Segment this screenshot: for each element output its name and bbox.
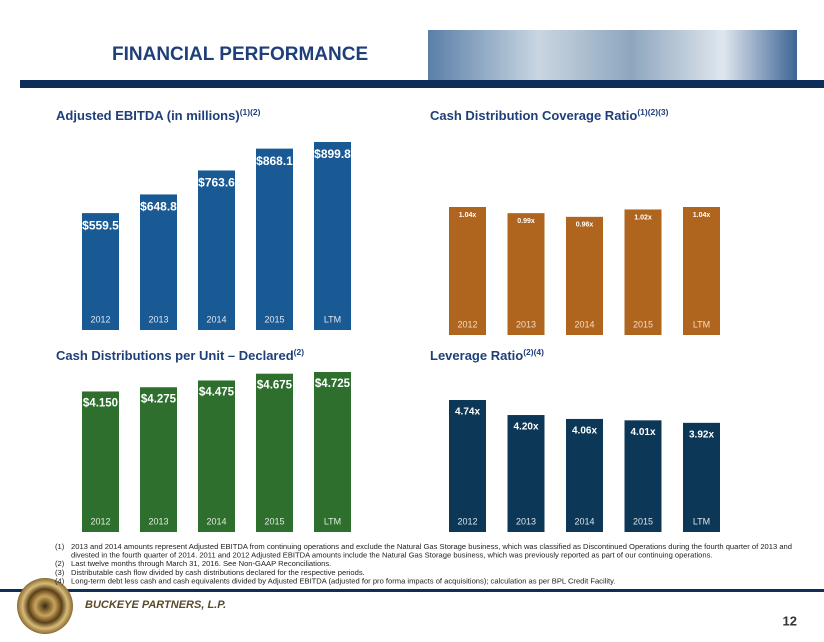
value-label: 4.74x [455,407,480,418]
bar [82,213,119,330]
category-label: 2013 [148,314,168,324]
bar [683,422,720,532]
bar [566,216,603,335]
category-label: 2015 [264,314,284,324]
chart-title: Cash Distribution Coverage Ratio(1)(2)(3… [430,107,669,123]
value-label: 4.06x [572,426,597,437]
value-label: $648.8 [140,200,177,214]
bar [449,207,486,335]
bar [624,209,662,335]
chart-title: Adjusted EBITDA (in millions)(1)(2) [56,107,261,123]
bar [624,420,662,532]
chart-title-superscript: (2)(4) [523,347,544,357]
category-label: 2012 [457,319,477,329]
value-label: 4.20x [513,422,538,433]
bar [314,142,351,330]
footnote-text: divested in the fourth quarter of 2014. … [71,551,713,560]
page-number: 12 [783,613,797,628]
footnote-marker: (3) [55,568,65,577]
value-label: $4.150 [83,398,118,410]
value-label: 0.99x [517,218,535,225]
value-label: $4.475 [199,386,235,398]
category-label: LTM [693,516,710,526]
bar [140,387,177,532]
category-label: LTM [324,516,341,526]
bar [198,170,235,330]
bar [82,391,119,532]
category-label: 2014 [206,516,226,526]
category-label: 2015 [633,319,653,329]
category-label: 2014 [206,314,226,324]
footnote-text: Long-term debt less cash and cash equiva… [71,576,616,585]
category-label: 2012 [457,516,477,526]
value-label: 3.92x [689,429,714,440]
bar [566,418,603,532]
page-title: FINANCIAL PERFORMANCE [112,44,368,65]
header-band [20,80,824,88]
value-label: 1.04x [693,212,711,219]
bar [507,415,545,532]
value-label: $4.675 [257,380,293,392]
category-label: 2013 [516,319,536,329]
category-label: 2013 [148,516,168,526]
value-label: $559.5 [82,218,119,232]
chart-title-text: Cash Distribution Coverage Ratio [430,108,637,123]
footnote-text: Distributable cash flow divided by cash … [71,568,365,577]
value-label: $4.725 [315,378,351,390]
footnote-marker: (2) [55,559,65,568]
footnote-marker: (1) [55,542,65,551]
chart-title-superscript: (1)(2) [240,107,261,117]
category-label: 2015 [264,516,284,526]
category-label: 2012 [90,516,110,526]
value-label: 1.04x [459,212,477,219]
category-label: 2014 [574,319,594,329]
value-label: 4.01x [630,427,655,438]
chart-title-superscript: (1)(2)(3) [637,107,668,117]
value-label: $4.275 [141,393,177,405]
bar [140,194,177,330]
logo [17,578,73,634]
category-label: 2015 [633,516,653,526]
footer-rule [0,589,824,592]
value-label: $899.8 [314,147,351,161]
chart-title-superscript: (2) [294,347,305,357]
company-name: BUCKEYE PARTNERS, L.P. [85,599,226,611]
bar [198,380,235,532]
chart-title-text: Cash Distributions per Unit – Declared [56,348,294,363]
chart-title: Cash Distributions per Unit – Declared(2… [56,347,304,363]
chart-title-text: Adjusted EBITDA (in millions) [56,108,240,123]
bar [507,213,545,335]
value-label: $868.1 [256,154,293,168]
footnote-text: Last twelve months through March 31, 201… [71,559,331,568]
value-label: $763.6 [198,176,235,190]
bar [314,372,351,532]
footnote-text: 2013 and 2014 amounts represent Adjusted… [71,542,792,551]
chart-title-text: Leverage Ratio [430,348,523,363]
category-label: 2014 [574,516,594,526]
chart-title: Leverage Ratio(2)(4) [430,347,544,363]
category-label: 2013 [516,516,536,526]
header-photo [428,30,797,80]
bar [256,148,293,330]
category-label: LTM [693,319,710,329]
category-label: LTM [324,314,341,324]
value-label: 0.96x [576,222,594,229]
category-label: 2012 [90,314,110,324]
bar [683,207,720,335]
footnote-marker: (4) [55,576,65,585]
bar [449,400,486,532]
value-label: 1.02x [634,214,652,221]
bar [256,373,293,532]
